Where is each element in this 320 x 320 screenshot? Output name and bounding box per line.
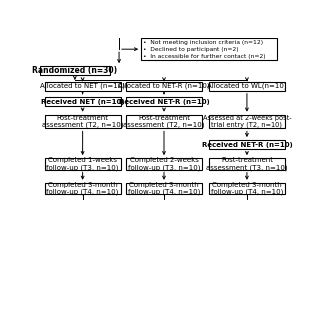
Text: Completed 3-month
follow-up (T4, n=10): Completed 3-month follow-up (T4, n=10) — [211, 182, 283, 195]
FancyBboxPatch shape — [126, 183, 202, 194]
FancyBboxPatch shape — [209, 82, 285, 91]
FancyBboxPatch shape — [209, 183, 285, 194]
Text: Allocated to NET (n=10): Allocated to NET (n=10) — [40, 83, 125, 89]
Text: •  In accessible for further contact (n=2): • In accessible for further contact (n=2… — [143, 54, 266, 59]
Text: Post-treatment
assessment (T2, n=10): Post-treatment assessment (T2, n=10) — [123, 115, 205, 128]
Text: Received NET-R (n=10): Received NET-R (n=10) — [202, 142, 292, 148]
FancyBboxPatch shape — [141, 38, 277, 60]
FancyBboxPatch shape — [209, 158, 285, 170]
Text: Completed 3-month
follow-up (T4, n=10): Completed 3-month follow-up (T4, n=10) — [128, 182, 200, 195]
FancyBboxPatch shape — [209, 140, 285, 149]
FancyBboxPatch shape — [45, 183, 121, 194]
Text: •  Not meeting inclusion criteria (n=12): • Not meeting inclusion criteria (n=12) — [143, 40, 264, 45]
FancyBboxPatch shape — [209, 115, 285, 129]
FancyBboxPatch shape — [126, 97, 202, 106]
Text: Completed 3-month
follow-up (T4, n=10): Completed 3-month follow-up (T4, n=10) — [46, 182, 119, 195]
FancyBboxPatch shape — [126, 115, 202, 129]
Text: Post-treatment
assessment (T2, n=10): Post-treatment assessment (T2, n=10) — [42, 115, 124, 128]
FancyBboxPatch shape — [45, 82, 121, 91]
Text: Completed 2-weeks
follow-up (T3, n=10): Completed 2-weeks follow-up (T3, n=10) — [128, 157, 200, 171]
FancyBboxPatch shape — [40, 66, 110, 75]
Text: Post-treatment
assessment (T3, n=10): Post-treatment assessment (T3, n=10) — [206, 157, 288, 171]
Text: Received NET-R (n=10): Received NET-R (n=10) — [119, 99, 209, 105]
FancyBboxPatch shape — [45, 158, 121, 170]
Text: •  Declined to participant (n=2): • Declined to participant (n=2) — [143, 47, 239, 52]
Text: Received NET (n=10): Received NET (n=10) — [41, 99, 124, 105]
Text: Completed 1-weeks
follow-up (T3, n=10): Completed 1-weeks follow-up (T3, n=10) — [46, 157, 119, 171]
Text: Allocated to NET-R (n=10): Allocated to NET-R (n=10) — [118, 83, 210, 89]
FancyBboxPatch shape — [45, 115, 121, 129]
FancyBboxPatch shape — [45, 97, 121, 106]
Text: Assessed at 2-weeks post-
trial entry (T2, n=10): Assessed at 2-weeks post- trial entry (T… — [203, 115, 291, 128]
Text: Allocated to WL(n=10): Allocated to WL(n=10) — [207, 83, 287, 89]
FancyBboxPatch shape — [126, 82, 202, 91]
Text: Randomized (n=30): Randomized (n=30) — [32, 66, 117, 75]
FancyBboxPatch shape — [126, 158, 202, 170]
